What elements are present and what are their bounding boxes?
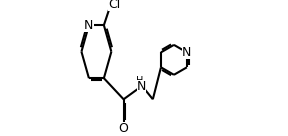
Text: N: N <box>137 80 146 93</box>
Text: Cl: Cl <box>108 0 120 11</box>
Text: N: N <box>182 46 192 59</box>
Text: H: H <box>136 76 143 86</box>
Text: N: N <box>84 19 94 32</box>
Text: O: O <box>119 122 128 135</box>
